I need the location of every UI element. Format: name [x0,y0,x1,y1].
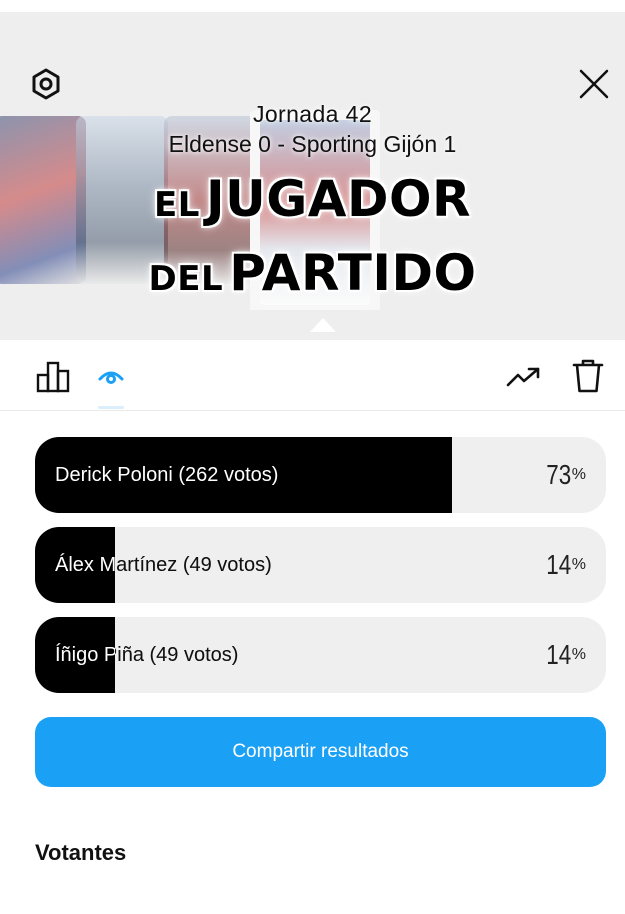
title-word-el: EL [154,185,200,225]
percent-symbol: % [571,556,586,573]
result-bar: Derick Poloni (262 votos) 73% [35,437,606,513]
active-tab-indicator [98,406,124,409]
selected-story-caret [310,318,336,332]
percent-symbol: % [571,466,586,483]
story-thumbnails [0,110,625,310]
title-word-del: DEL [148,259,224,299]
poll-results: Derick Poloni (262 votos) 73% Álex Martí… [35,437,606,707]
title-line-2: DEL PARTIDO [0,242,625,316]
result-percent: 14% [540,527,586,603]
match-result: Eldense 0 - Sporting Gijón 1 [168,131,457,157]
story-thumbnail[interactable] [164,116,256,284]
settings-icon[interactable] [26,64,66,104]
result-bar: Íñigo Piña (49 votos) 14% [35,617,606,693]
result-percent: 14% [540,617,586,693]
result-label: Álex Martínez (49 votos) [55,554,272,576]
voters-heading: Votantes [35,840,127,865]
share-results-button[interactable]: Compartir resultados [35,717,606,787]
result-percent-value: 14 [545,639,571,670]
result-bar-fill [35,617,115,693]
result-bar-fill [35,527,115,603]
story-thumbnail-selected[interactable] [250,110,380,310]
result-percent-value: 14 [545,549,571,580]
bar-chart-icon[interactable] [34,358,74,394]
story-preview-area: Jornada 42 Eldense 0 - Sporting Gijón 1 … [0,0,625,340]
result-percent: 73% [540,437,586,513]
results-toolbar [0,340,625,411]
close-icon[interactable] [572,62,616,106]
title-line-1: EL JUGADOR [0,168,625,242]
result-bar: Álex Martínez (49 votos) 14% [35,527,606,603]
result-percent-value: 73 [545,459,571,490]
result-label: Derick Poloni (262 votos) [55,464,279,486]
title-word-partido: PARTIDO [229,244,477,302]
trash-icon[interactable] [568,356,608,396]
result-label: Íñigo Piña (49 votos) [55,644,239,666]
story-thumbnail[interactable] [76,116,168,284]
title-word-jugador: JUGADOR [206,170,471,228]
matchday-label: Jornada 42 [252,101,373,127]
percent-symbol: % [571,646,586,663]
poll-headline: Jornada 42 Eldense 0 - Sporting Gijón 1 … [0,100,625,316]
eye-icon[interactable] [96,362,126,392]
result-bar-fill [35,437,452,513]
trending-icon[interactable] [504,360,544,394]
top-spacer [0,0,625,12]
story-thumbnail[interactable] [0,116,86,284]
